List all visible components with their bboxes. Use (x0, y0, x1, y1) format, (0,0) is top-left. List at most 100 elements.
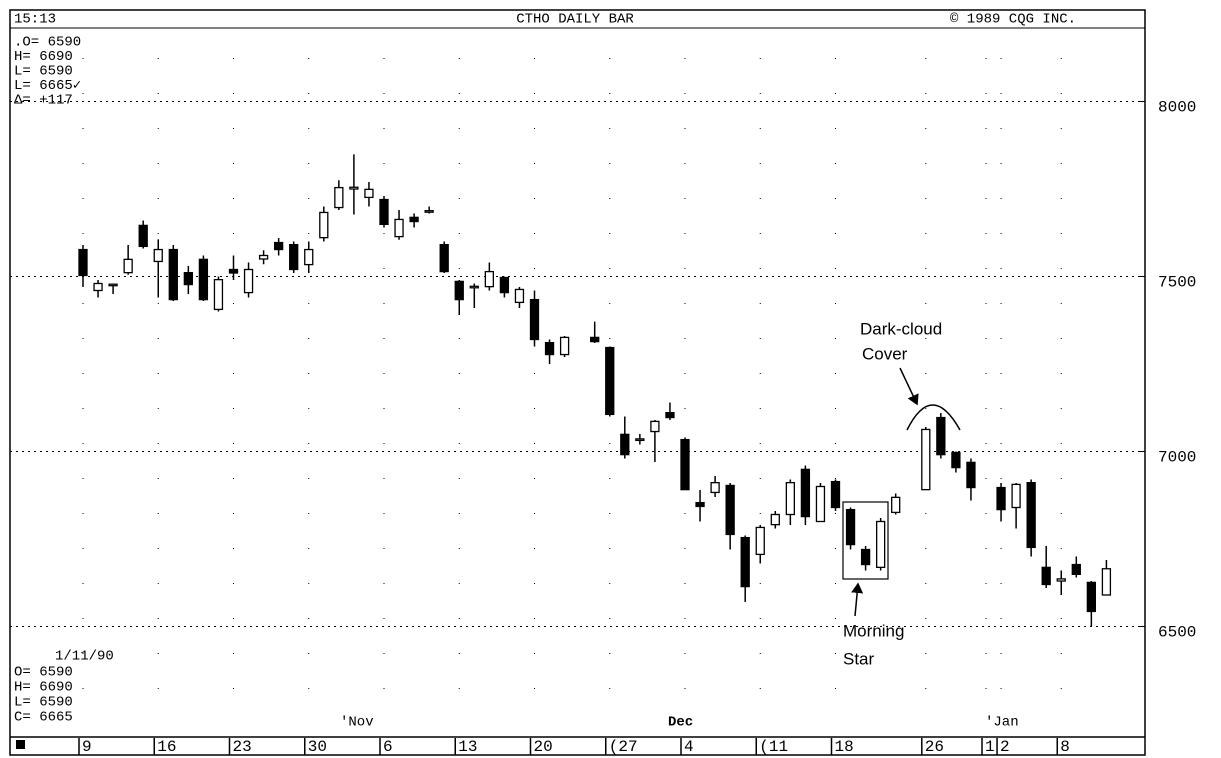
candle-body (123, 258, 133, 274)
header-time: 15:13 (14, 12, 56, 28)
x-tick-label: 18 (835, 738, 854, 756)
candle-body (138, 224, 148, 248)
candle-body (1071, 563, 1081, 575)
candle-body (289, 243, 299, 271)
candle-body (484, 270, 495, 288)
x-tick-label: 9 (82, 738, 92, 756)
candle-body (876, 520, 886, 568)
candle-body (364, 188, 374, 199)
chart-title: CTHO DAILY BAR (516, 12, 634, 28)
annotation: Morning (843, 621, 904, 640)
annotation-arc (906, 404, 961, 431)
candle-body (544, 341, 555, 356)
y-tick-label: 8000 (1158, 99, 1196, 117)
annotation-arrow (851, 582, 864, 617)
x-tick-label: 16 (157, 738, 176, 756)
x-tick-label: 8 (1060, 738, 1070, 756)
candle-body (605, 346, 615, 416)
candle-body (635, 438, 645, 442)
info-line: H= 6690 (14, 680, 73, 696)
candle-body (153, 248, 163, 263)
candle-body (1101, 568, 1112, 596)
info-line: O= 6590 (14, 665, 73, 681)
x-tick-label: 30 (308, 738, 327, 756)
candle-body (1011, 483, 1021, 509)
candle-body (349, 186, 359, 190)
candle-body (1026, 481, 1036, 549)
candle-body (409, 216, 419, 223)
candle-body (514, 288, 525, 304)
candle-body (559, 336, 570, 356)
candle-body (183, 271, 194, 286)
candle-body (966, 461, 976, 489)
x-tick-label: 6 (383, 738, 393, 756)
candle-body (936, 416, 946, 456)
candle-body (469, 285, 479, 289)
info-line: L= 6590 (14, 695, 73, 711)
candle-body (394, 218, 404, 238)
annotation: Dark-cloud (860, 319, 942, 338)
axis-marker (16, 740, 25, 749)
candle-body (951, 451, 961, 469)
candle-body (273, 241, 284, 251)
candle-body (1086, 581, 1096, 613)
candle-body (1056, 578, 1066, 582)
candle-body (439, 243, 449, 273)
x-tick-label: 26 (925, 738, 944, 756)
x-tick-label: 13 (458, 738, 477, 756)
annotation-box (842, 501, 889, 580)
x-tick-label: 1 (985, 738, 995, 756)
candle-body (243, 268, 254, 294)
candle-body (424, 210, 434, 213)
x-tick-label: 2 (1000, 738, 1010, 756)
info-line: H= 6690 (14, 49, 73, 65)
candle-body (830, 480, 841, 509)
x-tick-label: 23 (233, 738, 252, 756)
annotation: Star (843, 649, 875, 668)
candle-body (650, 420, 660, 433)
candle-body (319, 211, 329, 239)
candle-body (499, 276, 510, 294)
candle-body (996, 486, 1006, 511)
candle-body (620, 433, 630, 456)
info-line: L= 6665✓ (14, 78, 81, 94)
info-line: 1/11/90 (55, 649, 114, 665)
candle-body (379, 198, 389, 226)
candle-body (710, 481, 720, 494)
candle-body (845, 508, 856, 546)
x-tick-label: (11 (759, 738, 788, 756)
candle-body (334, 186, 344, 209)
candle-body (258, 254, 269, 260)
info-line: C= 6665 (14, 710, 73, 726)
month-label: 'Nov (340, 715, 374, 731)
header-copyright: © 1989 CQG INC. (950, 12, 1076, 28)
x-tick-label: (27 (609, 738, 638, 756)
candle-body (228, 268, 239, 274)
candle-body (800, 468, 811, 518)
candle-body (680, 438, 690, 491)
month-label: 'Jan (985, 715, 1019, 731)
candle-body (78, 248, 88, 277)
x-tick-label: 4 (684, 738, 694, 756)
info-line: L= 6590 (14, 64, 73, 80)
info-line: Δ= +117 (14, 93, 73, 109)
annotation: Cover (862, 344, 908, 363)
info-line: .O= 6590 (14, 35, 81, 51)
candle-body (1041, 566, 1051, 586)
annotation-arrow (899, 367, 919, 406)
candle-body (921, 428, 931, 491)
y-tick-label: 7500 (1158, 274, 1196, 292)
candle-body (213, 278, 224, 311)
candle-body (891, 496, 901, 514)
candle-body (695, 501, 705, 508)
y-tick-label: 6500 (1158, 624, 1196, 642)
x-tick-label: 20 (534, 738, 553, 756)
candle-body (108, 283, 118, 287)
candle-body (770, 513, 780, 526)
candle-body (454, 280, 464, 301)
candle-body (665, 411, 675, 419)
candle-body (785, 481, 795, 516)
candle-body (860, 548, 871, 566)
candle-body (740, 536, 750, 588)
